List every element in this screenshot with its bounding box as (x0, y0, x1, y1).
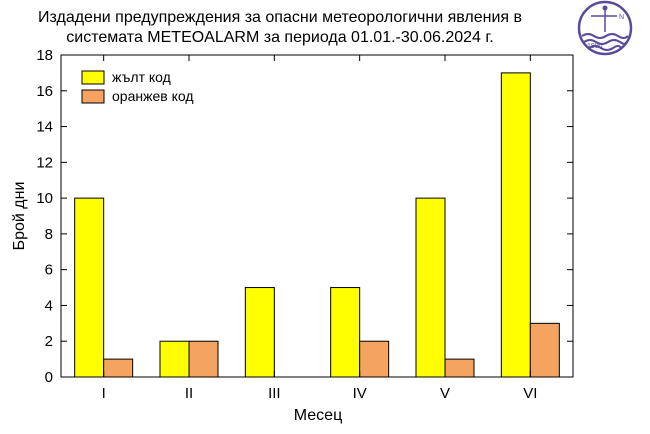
bar-yellow-II (159, 340, 190, 378)
nimh-logo: N 1890 (577, 0, 633, 56)
y-tick-label: 14 (36, 119, 53, 136)
y-tick-label: 16 (36, 83, 53, 100)
bar-orange-IV (359, 340, 390, 378)
x-axis-label: Месец (294, 407, 342, 424)
chart-title-line-2: системата METEOALARM за периода 01.01.-3… (66, 29, 493, 46)
x-tick-label: V (440, 385, 450, 402)
y-tick-label: 8 (45, 226, 53, 243)
plot-area (60, 54, 574, 378)
bar-orange-VI (529, 322, 560, 378)
legend: жълт код оранжев код (81, 69, 194, 104)
x-axis-ticks: I II III IV V VI (102, 55, 537, 402)
x-tick-label: VI (523, 385, 537, 402)
y-tick-label: 4 (45, 297, 53, 314)
legend-swatch-yellow (81, 70, 105, 85)
bar-orange-II (188, 340, 219, 378)
y-tick-label: 2 (45, 333, 53, 350)
chart-title-line-1: Издадени предупреждения за опасни метеор… (38, 9, 522, 26)
x-tick-label: IV (353, 385, 367, 402)
y-tick-label: 12 (36, 154, 53, 171)
plot-frame (60, 54, 574, 378)
y-tick-label: 18 (36, 47, 53, 64)
y-tick-label: 10 (36, 190, 53, 207)
legend-swatch-orange (81, 89, 105, 104)
bar-orange-I (103, 358, 134, 378)
y-tick-label: 6 (45, 262, 53, 279)
logo-anemometer-icon (602, 5, 608, 11)
x-tick-label: III (268, 385, 281, 402)
x-tick-label: II (185, 385, 193, 402)
y-axis-label: Брой дни (11, 182, 28, 251)
chart-title: Издадени предупреждения за опасни метеор… (38, 9, 522, 46)
x-tick-label: I (102, 385, 106, 402)
bar-orange-V (444, 358, 475, 378)
logo-year: 1890 (587, 43, 603, 50)
bar-yellow-VI (500, 72, 531, 378)
logo-compass-letter: N (619, 14, 624, 21)
y-tick-label: 0 (45, 369, 53, 386)
bar-yellow-IV (330, 287, 361, 378)
logo-waves (581, 33, 629, 51)
bar-yellow-V (415, 197, 446, 378)
bars (74, 72, 560, 378)
legend-label-yellow: жълт код (112, 69, 171, 85)
bar-yellow-III (244, 287, 275, 378)
y-axis-ticks: 0 2 4 6 8 10 12 14 16 18 (36, 47, 573, 386)
bar-yellow-I (74, 197, 105, 378)
legend-label-orange: оранжев код (112, 88, 194, 104)
